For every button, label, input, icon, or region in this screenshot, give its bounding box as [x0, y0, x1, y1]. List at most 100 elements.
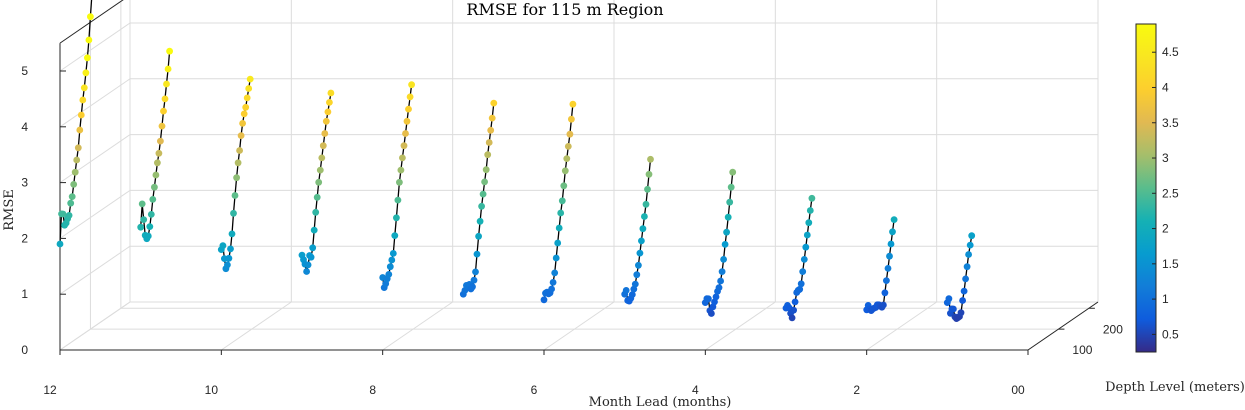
data-point	[316, 166, 324, 174]
data-point	[164, 65, 172, 73]
gridline-side-z	[59, 301, 131, 351]
data-point	[633, 271, 641, 279]
data-point	[403, 117, 411, 125]
colorbar-tick-label: 2	[1162, 222, 1169, 236]
data-point	[385, 271, 393, 278]
data-point	[476, 217, 484, 225]
data-point	[717, 277, 724, 285]
data-point	[82, 69, 90, 77]
z-tick-label: 2	[21, 231, 28, 245]
data-point	[155, 149, 163, 157]
data-point	[79, 96, 87, 104]
data-point	[394, 196, 402, 204]
data-point	[959, 297, 966, 304]
data-point	[59, 210, 67, 218]
series-lead-5	[621, 155, 654, 305]
series-line	[382, 84, 413, 291]
z-tick-label: 4	[21, 120, 28, 134]
data-point	[310, 226, 318, 234]
data-point	[386, 263, 394, 271]
colorbar-tick-label: 2.5	[1162, 186, 1179, 200]
gridline-floor-x	[543, 301, 615, 351]
data-point	[307, 253, 315, 261]
data-point	[140, 216, 148, 224]
data-point	[80, 84, 88, 92]
series-lead-10	[217, 75, 254, 273]
data-point	[966, 241, 974, 249]
data-point	[65, 212, 73, 219]
data-point	[219, 242, 227, 250]
data-point	[160, 107, 167, 115]
data-point	[158, 122, 166, 130]
data-point	[478, 202, 485, 210]
data-point	[327, 89, 335, 97]
data-point	[721, 241, 729, 248]
x-tick-label: 10	[205, 383, 219, 397]
data-point	[469, 283, 476, 291]
data-point	[406, 93, 414, 101]
data-point	[799, 268, 807, 275]
x-tick-label: 2	[853, 383, 860, 397]
data-point	[788, 314, 796, 322]
data-point	[312, 208, 320, 216]
data-point	[224, 261, 231, 269]
data-point	[569, 100, 577, 108]
series-lead-12	[56, 0, 94, 248]
data-point	[790, 306, 797, 314]
data-point	[228, 230, 236, 238]
z-tick-label: 0	[21, 343, 28, 357]
data-point	[239, 120, 247, 127]
data-point	[551, 269, 559, 277]
series-lead-11	[137, 47, 174, 243]
data-point	[315, 178, 323, 186]
data-point	[154, 159, 161, 167]
data-point	[157, 137, 164, 145]
data-point	[797, 280, 805, 288]
x-tick-label: 8	[369, 383, 376, 397]
x-tick-label: 6	[531, 383, 538, 397]
data-point	[481, 178, 488, 186]
data-point	[638, 237, 645, 245]
colorbar-tick-label: 1	[1162, 292, 1169, 306]
data-point	[552, 254, 560, 262]
data-point	[304, 261, 312, 269]
data-point	[555, 224, 563, 232]
data-point	[484, 151, 492, 159]
data-point	[147, 211, 155, 218]
data-point	[243, 94, 251, 102]
data-point	[724, 213, 732, 221]
gridline-side-z	[59, 245, 131, 295]
data-point	[957, 309, 965, 317]
data-point	[152, 171, 160, 179]
colorbar: 0.5 1 1.5 2 2.5 3 3.5 4 4.5	[1135, 23, 1179, 353]
data-point	[405, 105, 412, 113]
data-point	[87, 13, 94, 21]
data-point	[554, 239, 562, 247]
z-axis-top-line	[59, 0, 124, 44]
data-point	[408, 81, 415, 89]
data-point	[636, 249, 644, 257]
data-point	[319, 142, 327, 150]
series-line	[624, 159, 652, 302]
data-point	[402, 130, 409, 137]
data-point	[796, 285, 804, 293]
z-tick-label: 3	[21, 176, 28, 190]
data-point	[475, 232, 482, 240]
series-lead-6	[540, 100, 577, 304]
data-point	[146, 223, 154, 231]
series-line	[785, 198, 813, 321]
data-point	[558, 197, 566, 205]
data-point	[806, 207, 814, 214]
data-point	[883, 277, 890, 284]
data-point	[71, 168, 79, 176]
gridline-side-z	[59, 22, 131, 72]
data-point	[805, 219, 813, 227]
data-point	[631, 280, 639, 288]
z-tick-label: 5	[21, 64, 28, 78]
data-point	[708, 310, 715, 317]
series-lead-7	[459, 99, 498, 298]
gridline-side-z	[59, 134, 131, 184]
data-point	[234, 159, 242, 167]
gridline-floor-x	[705, 301, 776, 351]
data-point	[962, 275, 969, 283]
